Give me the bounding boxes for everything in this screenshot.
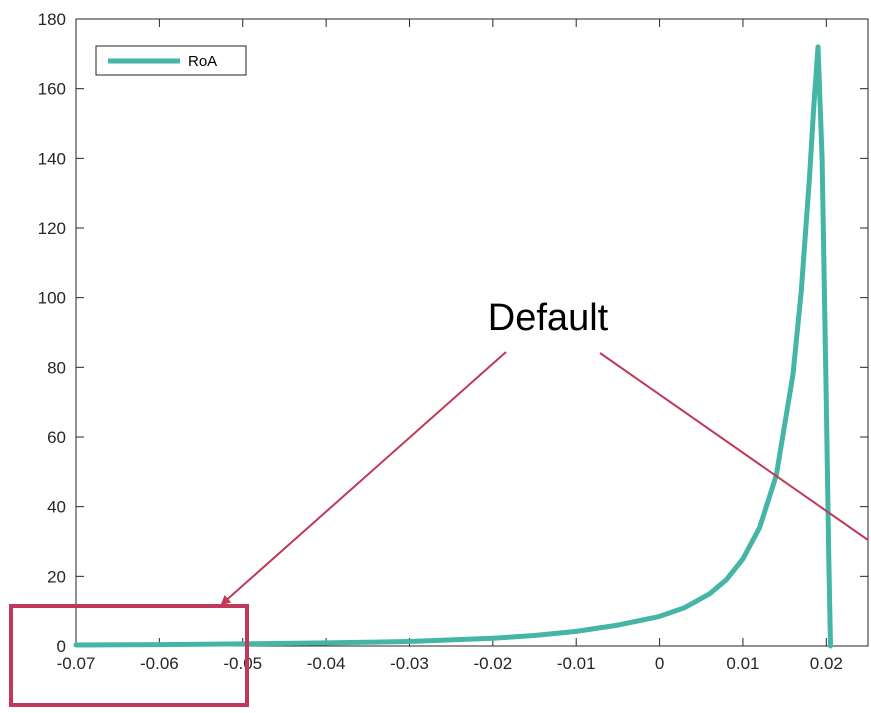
data-point [742,558,744,560]
x-tick-label: -0.05 [223,654,262,673]
data-point [800,289,803,292]
y-tick-label: 180 [38,10,66,29]
x-tick-label: -0.01 [557,654,596,673]
data-point [758,526,761,529]
x-tick-label: -0.04 [307,654,346,673]
x-tick-label: 0.01 [726,654,759,673]
y-tick-label: 140 [38,149,66,168]
data-point [75,644,77,646]
data-point [617,624,619,626]
data-point [817,46,819,48]
default-arrow [220,351,507,606]
data-point [241,643,244,645]
data-point [792,373,794,376]
x-tick-label: 0 [655,654,664,673]
data-point [725,579,728,581]
annotation-layer: Default [9,297,869,707]
default-pointer-line [599,352,869,541]
data-point [829,645,832,647]
y-tick-label: 120 [38,219,66,238]
data-point [828,558,830,560]
data-point [825,401,828,403]
x-tick-label: -0.02 [473,654,512,673]
series-line-roa [73,44,833,649]
series-layer [73,44,833,649]
default-annotation-text: Default [488,297,609,339]
data-point [708,592,711,595]
y-tick-label: 40 [47,498,66,517]
y-tick-label: 160 [38,80,66,99]
data-point [658,615,661,618]
axes: 0 20 40 60 80 100 120 140 160 180 -0.07 -0.06 -0.05 -… [38,10,869,673]
default-region-box [9,604,249,707]
data-point [158,643,161,646]
data-point [533,634,536,637]
data-point [575,630,578,633]
data-point [808,174,811,177]
data-point [408,640,411,643]
legend-label: RoA [188,53,217,70]
data-point [683,606,686,609]
data-point [325,642,327,644]
y-tick-label: 0 [57,637,66,656]
y-tick-label: 60 [47,428,66,447]
x-tick-label: 0.02 [810,654,843,673]
data-point [813,105,815,107]
y-tick-label: 80 [47,358,66,377]
x-tick-label: -0.03 [390,654,429,673]
x-tick-label: -0.07 [57,654,96,673]
data-point [492,637,494,640]
y-tick-label: 20 [47,567,66,586]
legend: RoA [95,45,247,76]
data-point [821,157,823,160]
plot-frame [75,18,869,647]
x-tick-label: -0.06 [140,654,179,673]
y-tick-label: 100 [38,289,66,308]
